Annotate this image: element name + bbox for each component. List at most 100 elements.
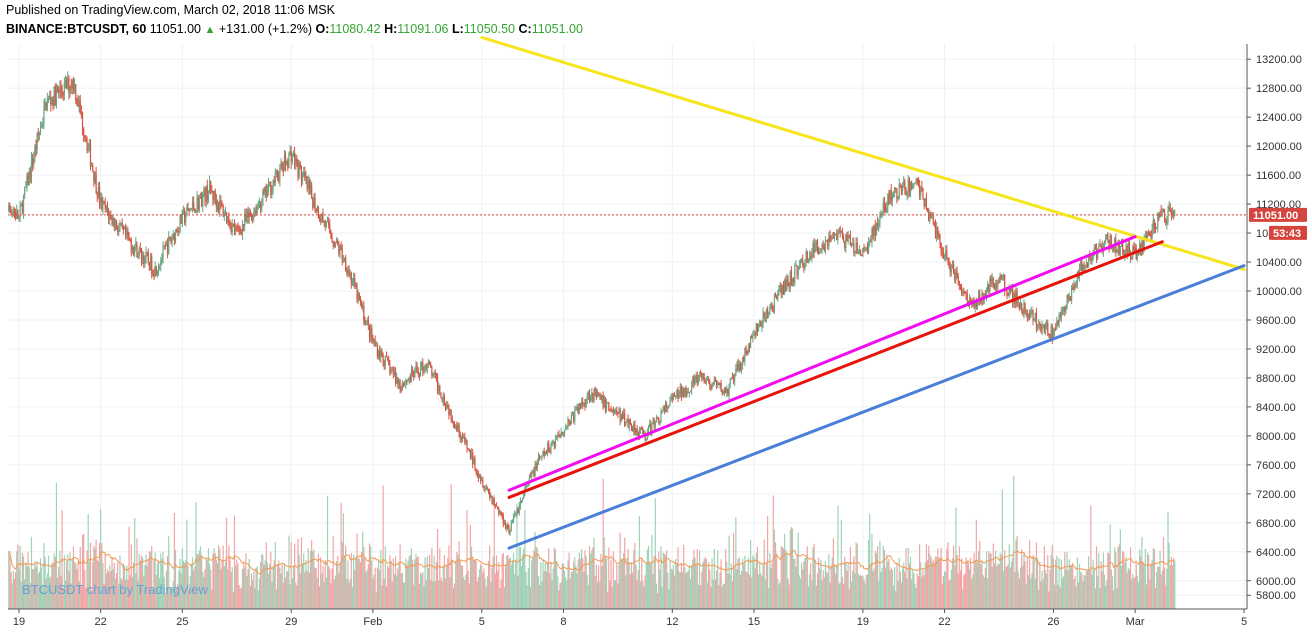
volume-bar xyxy=(21,553,24,609)
volume-bar xyxy=(331,568,333,609)
volume-bar xyxy=(1162,536,1165,609)
volume-bar xyxy=(567,560,569,609)
volume-bar xyxy=(452,587,455,609)
candle-body xyxy=(185,216,187,223)
volume-bar xyxy=(559,583,561,609)
time-axis[interactable] xyxy=(0,609,1312,637)
candle-body xyxy=(1002,274,1005,276)
volume-bar xyxy=(886,554,888,609)
volume-bar xyxy=(523,548,525,609)
volume-bar xyxy=(802,569,804,609)
candle-body xyxy=(734,375,736,382)
candle-body xyxy=(1150,235,1152,239)
candle-body xyxy=(482,480,484,487)
candle-body xyxy=(504,523,507,530)
price-axis[interactable] xyxy=(1247,0,1312,637)
volume-bar xyxy=(722,583,724,609)
candle-body xyxy=(400,389,402,391)
volume-bar xyxy=(604,555,607,609)
trendline-magenta xyxy=(507,235,1137,492)
candle-body xyxy=(598,392,600,397)
candle-body xyxy=(779,285,781,289)
candle-body xyxy=(895,187,897,189)
volume-bar xyxy=(343,555,346,609)
candle-body xyxy=(102,200,104,210)
volume-bar xyxy=(450,484,452,609)
candle-body xyxy=(720,382,722,391)
volume-bar xyxy=(816,573,819,609)
volume-bar xyxy=(1119,529,1121,609)
candle-body xyxy=(259,203,262,209)
candle-body xyxy=(772,309,774,312)
candle-body xyxy=(227,216,229,223)
candle-body xyxy=(1164,212,1166,219)
volume-bar xyxy=(1035,542,1038,609)
candle-body xyxy=(1132,246,1134,257)
candle-body xyxy=(1158,213,1160,217)
volume-bar xyxy=(635,564,637,609)
volume-bar xyxy=(457,554,459,609)
volume-bar xyxy=(899,571,901,609)
volume-bar xyxy=(649,563,651,609)
candle-body xyxy=(326,221,329,223)
candle-body xyxy=(1157,213,1159,228)
volume-bar xyxy=(397,568,399,609)
candle-body xyxy=(271,190,273,195)
candle-body xyxy=(689,390,692,393)
volume-bar xyxy=(789,529,791,609)
candle-body xyxy=(596,392,599,398)
candle-body xyxy=(905,189,907,196)
candle-body xyxy=(664,403,667,411)
candle-body xyxy=(231,223,233,232)
volume-bar xyxy=(307,548,309,609)
volume-bar xyxy=(561,563,563,609)
volume-bar xyxy=(490,581,492,609)
volume-bar xyxy=(847,562,849,609)
candle-body xyxy=(946,250,948,259)
volume-bar xyxy=(1082,581,1084,609)
candle-body xyxy=(54,86,56,106)
candle-body xyxy=(974,301,976,308)
volume-bar xyxy=(415,553,417,609)
candle-body xyxy=(435,374,438,378)
volume-bar xyxy=(300,537,303,609)
candle-body xyxy=(406,380,408,382)
price-tick-label: 6400.00 xyxy=(1256,547,1296,559)
candle-body xyxy=(78,100,80,107)
candle-body xyxy=(815,241,817,246)
candle-body xyxy=(649,423,651,427)
volume-bar xyxy=(603,537,605,609)
volume-bar xyxy=(558,590,560,609)
volume-bar xyxy=(626,557,628,609)
volume-bar xyxy=(500,579,502,609)
volume-bar xyxy=(923,575,925,609)
candle-body xyxy=(668,405,670,407)
volume-bar xyxy=(159,577,161,609)
candle-body xyxy=(427,360,430,366)
volume-bar xyxy=(56,577,59,609)
volume-bar xyxy=(784,533,786,609)
volume-bar xyxy=(813,543,815,609)
trendlines[interactable] xyxy=(480,35,1246,550)
candle-body xyxy=(719,382,721,386)
volume-bar xyxy=(499,587,501,609)
candle-body xyxy=(676,390,678,397)
volume-bar xyxy=(491,567,493,609)
candle-body xyxy=(314,198,316,210)
candle-body xyxy=(920,187,922,196)
candle-body xyxy=(177,230,179,232)
volume-bar xyxy=(988,551,990,609)
volume-bar xyxy=(108,571,110,609)
candle-body xyxy=(943,257,946,259)
volume-bar xyxy=(110,570,112,609)
candle-body xyxy=(740,365,743,371)
candle-body xyxy=(899,184,901,186)
candle-body xyxy=(1031,309,1033,311)
candle-body xyxy=(261,204,263,209)
candle-body xyxy=(948,260,950,266)
candle-body xyxy=(601,395,603,400)
volume-bar xyxy=(517,575,519,609)
candle-body xyxy=(849,236,852,246)
candle-body xyxy=(624,413,626,426)
